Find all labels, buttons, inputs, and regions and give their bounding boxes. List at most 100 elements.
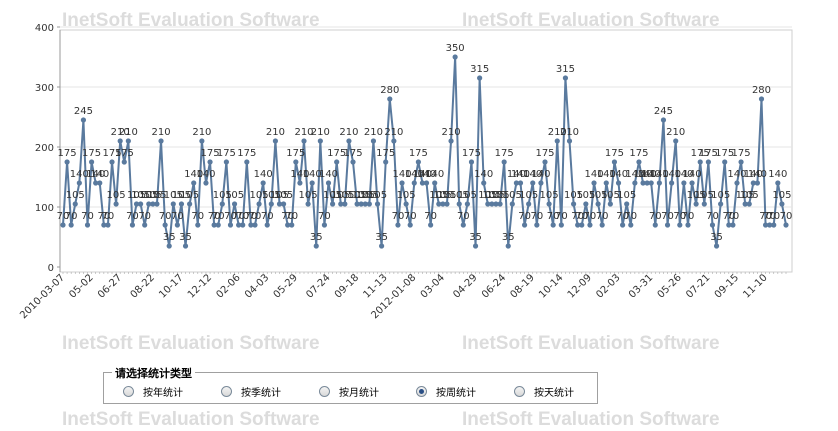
data-point <box>611 159 618 165</box>
radio-indicator[interactable] <box>416 386 427 397</box>
data-label: 245 <box>74 106 93 117</box>
data-label: 140 <box>584 169 603 180</box>
x-tick-label: 09-15 <box>713 272 741 300</box>
data-label: 140 <box>642 169 661 180</box>
data-label: 245 <box>654 106 673 117</box>
y-tick-label: 0 <box>48 263 54 274</box>
data-label: 140 <box>319 169 338 180</box>
data-label: 105 <box>478 190 497 201</box>
data-point <box>464 201 470 207</box>
data-label: 140 <box>768 169 787 180</box>
data-label: 105 <box>576 190 595 201</box>
data-label: 35 <box>310 232 323 243</box>
data-point <box>477 75 483 81</box>
data-point <box>562 75 569 81</box>
data-label: 105 <box>564 190 583 201</box>
data-label: 140 <box>748 169 767 180</box>
data-point <box>521 222 528 228</box>
data-label: 35 <box>163 232 176 243</box>
data-point <box>166 243 172 249</box>
data-point <box>689 180 695 186</box>
radio-day[interactable]: 按天统计 <box>514 384 574 399</box>
data-label: 70 <box>649 211 662 222</box>
data-point <box>660 117 667 123</box>
data-label: 70 <box>763 211 776 222</box>
radio-label: 按天统计 <box>534 388 574 399</box>
data-label: 105 <box>225 190 244 201</box>
radio-label: 按月统计 <box>339 388 379 399</box>
data-point <box>321 222 328 228</box>
data-label: 70 <box>318 211 331 222</box>
radio-indicator[interactable] <box>514 386 525 397</box>
data-label: 105 <box>139 190 158 201</box>
radio-indicator[interactable] <box>123 386 134 397</box>
data-point <box>546 201 552 207</box>
data-point <box>677 222 683 228</box>
data-label: 105 <box>519 190 538 201</box>
x-tick-label: 12-12 <box>186 272 214 300</box>
data-label: 70 <box>261 211 274 222</box>
data-label: 175 <box>327 148 346 159</box>
data-label: 315 <box>470 64 489 75</box>
data-label: 140 <box>413 169 432 180</box>
data-label: 175 <box>237 148 256 159</box>
y-tick-label: 100 <box>35 203 54 214</box>
data-label: 70 <box>236 211 249 222</box>
data-point <box>624 201 630 207</box>
data-point <box>693 201 699 207</box>
data-label: 70 <box>281 211 294 222</box>
radio-indicator[interactable] <box>221 386 232 397</box>
data-point <box>497 201 503 207</box>
data-point <box>583 201 589 207</box>
data-point <box>534 222 540 228</box>
data-point <box>570 201 577 207</box>
data-label: 105 <box>772 190 791 201</box>
radio-year[interactable]: 按年统计 <box>123 384 183 399</box>
data-label: 70 <box>285 211 298 222</box>
radio-week[interactable]: 按周统计 <box>416 384 476 399</box>
data-point <box>734 180 740 186</box>
x-tick-label: 09-18 <box>333 272 361 300</box>
radio-indicator[interactable] <box>319 386 330 397</box>
data-label: 140 <box>609 169 628 180</box>
x-tick-label: 08-19 <box>509 272 537 300</box>
data-label: 105 <box>711 190 730 201</box>
data-point <box>387 96 393 102</box>
x-tick-label: 07-24 <box>304 272 332 300</box>
data-point <box>215 222 221 228</box>
data-point <box>648 180 654 186</box>
data-point <box>334 159 340 165</box>
data-point <box>652 222 658 228</box>
data-point <box>685 222 691 228</box>
data-label: 105 <box>482 190 501 201</box>
data-point <box>325 180 332 186</box>
data-label: 105 <box>397 190 416 201</box>
data-label: 210 <box>111 127 130 138</box>
data-label: 140 <box>303 169 322 180</box>
data-label: 70 <box>424 211 437 222</box>
data-point <box>399 180 405 186</box>
data-label: 175 <box>115 148 134 159</box>
data-label: 70 <box>596 211 609 222</box>
data-label: 140 <box>650 169 669 180</box>
data-point <box>481 180 487 186</box>
x-tick-label: 11-10 <box>741 272 769 300</box>
data-label: 70 <box>575 211 588 222</box>
data-point <box>211 222 217 228</box>
data-label: 210 <box>151 127 170 138</box>
x-tick-label: 03-31 <box>627 272 655 300</box>
radio-month[interactable]: 按月统计 <box>319 384 379 399</box>
data-label: 140 <box>744 169 763 180</box>
data-point <box>280 201 287 207</box>
data-label: 140 <box>290 169 309 180</box>
x-tick-label: 05-26 <box>656 272 684 300</box>
data-point <box>268 201 274 207</box>
data-point <box>746 201 752 207</box>
data-label: 175 <box>495 148 514 159</box>
data-label: 210 <box>294 127 313 138</box>
radio-quarter[interactable]: 按季统计 <box>221 384 281 399</box>
data-label: 175 <box>201 148 220 159</box>
data-point <box>68 222 74 228</box>
data-label: 105 <box>617 190 636 201</box>
